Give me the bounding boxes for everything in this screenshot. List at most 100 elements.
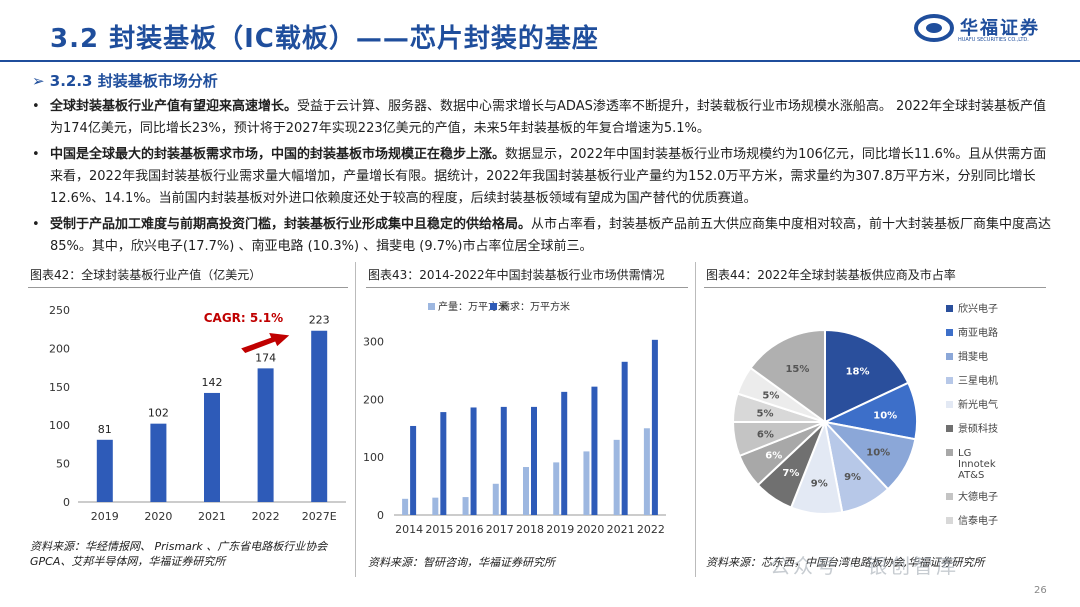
- legend-label: 景硕科技: [958, 422, 998, 435]
- bullet-lead: 受制于产品加工难度与前期高投资门槛，封装基板行业形成集中且稳定的供给格局。: [50, 217, 532, 232]
- legend-label: 欣兴电子: [958, 302, 998, 315]
- chart-42-source-text: 资料来源：华经情报网、 Prismark 、广东省电路板行业协会GPCA、艾邦半…: [30, 540, 328, 568]
- legend-label: AT&S: [958, 470, 984, 481]
- bar: [462, 497, 469, 515]
- x-tick-label: 2018: [516, 523, 544, 536]
- bar: [643, 428, 650, 515]
- bar: [402, 498, 409, 515]
- bullet-item: • 中国是全球最大的封装基板需求市场，中国的封装基板市场规模正在稳步上涨。数据显…: [28, 144, 1058, 210]
- bullet-text: 受益于云计算、服务器、数据中心需求增长与ADAS渗透率不断提升，封装载板行业市场…: [50, 99, 1047, 136]
- legend-swatch: [946, 401, 953, 408]
- huafu-logo: [914, 14, 954, 42]
- data-label: 174: [255, 351, 276, 364]
- logo-emblem-outer: [914, 14, 954, 42]
- bar: [204, 392, 220, 502]
- legend-label: 三星电机: [958, 374, 998, 387]
- bar: [553, 462, 560, 515]
- bar: [470, 407, 477, 515]
- data-label: 102: [148, 407, 169, 420]
- x-tick-label: 2017: [486, 523, 514, 536]
- legend-swatch: [428, 303, 435, 310]
- bar: [583, 451, 590, 515]
- legend-swatch: [946, 329, 953, 336]
- slice-label: 7%: [782, 468, 799, 479]
- legend-label: 信泰电子: [958, 514, 998, 527]
- cagr-arrow-icon: [241, 333, 290, 354]
- y-tick-label: 300: [363, 336, 384, 349]
- legend-label: 产量：万平方米: [438, 300, 508, 313]
- legend-swatch: [946, 425, 953, 432]
- bullet-lead: 中国是全球最大的封装基板需求市场，中国的封装基板市场规模正在稳步上涨。: [50, 147, 506, 162]
- bullet-text: 数据显示，2022年中国封装基板行业市场规模约为106亿元，同比增长11.6%。…: [50, 147, 1047, 206]
- x-tick-label: 2016: [456, 523, 484, 536]
- slice-label: 15%: [785, 364, 809, 375]
- bar: [500, 406, 507, 515]
- x-tick-label: 2020: [576, 523, 604, 536]
- data-label: 81: [98, 423, 112, 436]
- chart-44-title: 图表44：2022年全球封装基板供应商及市占率: [706, 268, 956, 282]
- y-tick-label: 100: [363, 451, 384, 464]
- bullet-item: • 受制于产品加工难度与前期高投资门槛，封装基板行业形成集中且稳定的供给格局。从…: [28, 214, 1058, 258]
- y-tick-label: 100: [49, 419, 70, 432]
- legend-swatch: [946, 449, 953, 456]
- cagr-annotation: CAGR: 5.1%: [204, 311, 283, 325]
- legend-label: LG: [958, 448, 971, 459]
- chart-43-rule: [366, 287, 688, 288]
- bullet-dot: •: [32, 99, 40, 114]
- y-tick-label: 0: [377, 509, 384, 522]
- bar: [561, 391, 568, 515]
- y-tick-label: 200: [49, 342, 70, 355]
- chart-42-bar-chart: 0 50 100 150 200 250 81 2019 102 2020 142 2021 174 20…: [49, 304, 346, 523]
- watermark: 公众号 · 银创智库: [770, 554, 960, 578]
- x-tick-label: 2014: [395, 523, 423, 536]
- slice-label: 10%: [866, 447, 890, 458]
- pie-slice: [824, 328, 910, 424]
- legend-label: 南亚电路: [958, 326, 998, 339]
- x-tick-label: 2022: [637, 523, 665, 536]
- legend-label: 揖斐电: [958, 350, 988, 363]
- logo-english: HUAFU SECURITIES CO.,LTD.: [958, 37, 1029, 43]
- section-subhead: ➢ 3.2.3 封装基板市场分析: [32, 72, 218, 90]
- bar: [613, 439, 620, 515]
- logo-name: 华福证券: [960, 18, 1040, 39]
- y-tick-label: 150: [49, 381, 70, 394]
- bar: [492, 483, 499, 515]
- x-tick-label: 2019: [91, 510, 119, 523]
- y-tick-label: 200: [363, 393, 384, 406]
- bar: [531, 406, 537, 515]
- legend-swatch: [946, 377, 953, 384]
- bar: [591, 386, 598, 515]
- column-divider: [695, 262, 696, 577]
- y-tick-label: 250: [49, 304, 70, 317]
- chart-42-source: 资料来源：华经情报网、 Prismark 、广东省电路板行业协会GPCA、艾邦半…: [30, 539, 350, 569]
- x-tick-label: 2021: [607, 523, 635, 536]
- chart-43-title: 图表43：2014-2022年中国封装基板行业市场供需情况: [368, 268, 665, 282]
- bar: [96, 439, 113, 502]
- legend-swatch: [946, 305, 953, 312]
- slice-label: 6%: [765, 451, 782, 462]
- legend-swatch: [946, 353, 953, 360]
- slice-label: 10%: [873, 410, 897, 421]
- slice-label: 9%: [844, 472, 861, 483]
- slice-label: 6%: [757, 429, 774, 440]
- slice-label: 9%: [811, 478, 828, 489]
- chart-44-source: 资料来源：芯东西，中国台湾电路板协会,华福证券研究所: [706, 556, 985, 569]
- slice-label: 5%: [757, 409, 774, 420]
- slice-label: 5%: [762, 390, 779, 401]
- bullet-dot: •: [32, 147, 40, 162]
- chart-43-source: 资料来源：智研咨询，华福证券研究所: [368, 556, 555, 569]
- legend-label: 大德电子: [958, 490, 998, 503]
- legend-label: 需求：万平方米: [500, 300, 570, 313]
- slice-label: 18%: [846, 367, 870, 378]
- chart-44-rule: [704, 287, 1046, 288]
- legend-label: Innotek: [958, 459, 996, 470]
- legend-swatch: [490, 303, 497, 310]
- bar: [523, 467, 529, 515]
- chart-42-rule: [28, 287, 348, 288]
- legend-swatch: [946, 517, 953, 524]
- bar: [150, 423, 167, 502]
- y-tick-label: 0: [63, 496, 70, 509]
- pie-slice: [749, 328, 826, 424]
- legend-label: 新光电气: [958, 398, 998, 411]
- y-tick-label: 50: [56, 458, 70, 471]
